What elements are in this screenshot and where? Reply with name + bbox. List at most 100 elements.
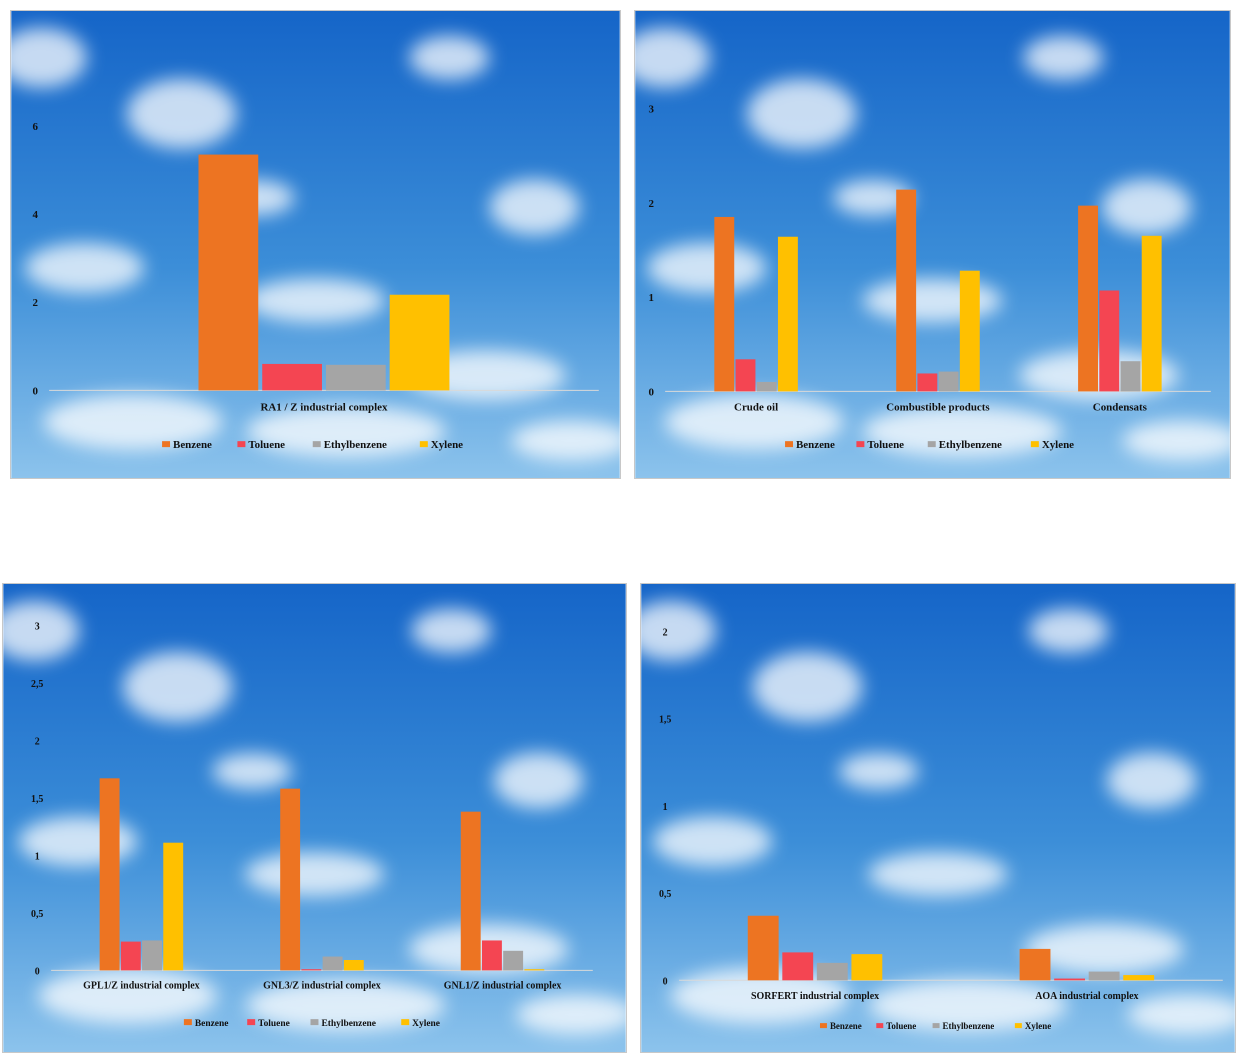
- y-tick-label: 4: [32, 209, 38, 221]
- category-label: Crude oil: [734, 401, 778, 413]
- bar-toluene: [735, 359, 756, 392]
- y-tick-label: 2: [648, 198, 653, 210]
- bar-xylene: [777, 236, 798, 392]
- bar-xylene: [1141, 235, 1162, 392]
- legend-label-benzene: Benzene: [173, 439, 212, 451]
- bar-xylene: [1123, 975, 1155, 981]
- bar-toluene: [917, 373, 938, 392]
- category-label: RA1 / Z industrial complex: [260, 401, 388, 413]
- legend-swatch-toluene: [247, 1019, 256, 1026]
- bar-ethylbenzene: [142, 940, 162, 971]
- legend-label-toluene: Toluene: [248, 439, 285, 451]
- bar-ethylbenzene: [816, 962, 848, 981]
- category-label: GPL1/Z industrial complex: [83, 980, 200, 991]
- y-tick-label: 0,5: [659, 889, 671, 900]
- y-tick-label: 2,5: [31, 679, 43, 690]
- y-tick-label: 0: [648, 386, 654, 398]
- bar-toluene: [481, 940, 502, 971]
- bar-toluene: [120, 941, 141, 971]
- bar-toluene: [782, 952, 814, 981]
- legend-swatch-xylene: [1014, 1023, 1022, 1029]
- legend-swatch-toluene: [237, 441, 246, 448]
- y-tick-label: 3: [35, 621, 40, 632]
- y-tick-label: 2: [35, 736, 40, 747]
- bar-ethylbenzene: [503, 950, 524, 971]
- bar-xylene: [389, 294, 450, 391]
- legend-swatch-benzene: [162, 441, 171, 448]
- category-label: SORFERT industrial complex: [751, 991, 879, 1002]
- legend-label-ethylbenzene: Ethylbenzene: [324, 439, 387, 451]
- bar-benzene: [198, 154, 259, 391]
- cloud-decoration: [641, 600, 1235, 1035]
- y-tick-label: 2: [663, 627, 668, 638]
- bar-benzene: [99, 778, 120, 971]
- legend-label-toluene: Toluene: [886, 1021, 916, 1031]
- category-label: Combustible products: [886, 401, 989, 413]
- bar-benzene: [1019, 948, 1051, 981]
- y-tick-label: 1,5: [31, 794, 43, 805]
- legend-label-toluene: Toluene: [867, 439, 904, 451]
- y-tick-label: 0: [35, 966, 40, 977]
- bar-toluene: [1099, 290, 1120, 392]
- chart-panel-sorfert-aoa: 0 0,5 1 1,5 2 SORFERT industrial complex AOA i…: [640, 583, 1236, 1053]
- legend-swatch-benzene: [183, 1019, 192, 1026]
- category-label: GNL3/Z industrial complex: [263, 980, 381, 991]
- legend-swatch-ethylbenzene: [927, 441, 936, 448]
- legend-swatch-xylene: [401, 1019, 410, 1026]
- bar-ethylbenzene: [756, 381, 777, 392]
- legend-swatch-ethylbenzene: [310, 1019, 319, 1026]
- legend-label-xylene: Xylene: [431, 439, 463, 451]
- y-tick-label: 1: [663, 802, 668, 813]
- bar-benzene: [460, 811, 481, 971]
- bar-xylene: [851, 954, 883, 981]
- y-tick-label: 6: [32, 121, 38, 133]
- legend-swatch-ethylbenzene: [312, 441, 321, 448]
- bar-benzene: [714, 216, 735, 392]
- cloud-decoration: [3, 600, 626, 1035]
- y-tick-label: 1: [648, 292, 653, 304]
- legend-swatch-benzene: [819, 1023, 827, 1029]
- bar-benzene: [1078, 205, 1099, 392]
- bar-ethylbenzene: [938, 371, 959, 392]
- bar-toluene: [1054, 978, 1086, 981]
- y-tick-label: 1,5: [659, 715, 671, 726]
- legend-label-ethylbenzene: Ethylbenzene: [943, 1021, 995, 1031]
- legend-swatch-benzene: [785, 441, 794, 448]
- legend-label-benzene: Benzene: [796, 439, 835, 451]
- bar-xylene: [524, 969, 545, 971]
- y-tick-label: 0,5: [31, 909, 43, 920]
- legend-label-benzene: Benzene: [830, 1021, 862, 1031]
- y-tick-label: 0: [663, 976, 668, 987]
- legend-swatch-toluene: [876, 1023, 884, 1029]
- chart-panel-gpl-gnl: 0 0,5 1 1,5 2 2,5 3 GPL1/Z industrial complex GN…: [2, 583, 627, 1053]
- y-tick-label: 2: [32, 297, 37, 309]
- y-tick-label: 0: [32, 385, 38, 397]
- bar-toluene: [262, 363, 322, 391]
- legend-label-ethylbenzene: Ethylbenzene: [939, 439, 1002, 451]
- category-label: AOA industrial complex: [1035, 991, 1138, 1002]
- category-label: Condensats: [1093, 401, 1147, 413]
- cloud-decoration: [635, 27, 1230, 461]
- legend-label-xylene: Xylene: [1025, 1021, 1051, 1031]
- chart-svg: 0 0,5 1 1,5 2 2,5 3 GPL1/Z industrial complex GN…: [3, 584, 626, 1052]
- legend-label-xylene: Xylene: [412, 1019, 440, 1029]
- bar-ethylbenzene: [322, 956, 343, 971]
- legend-label-xylene: Xylene: [1042, 439, 1074, 451]
- bar-benzene: [280, 788, 301, 971]
- y-tick-label: 3: [648, 104, 654, 116]
- bar-toluene: [301, 969, 322, 971]
- bar-xylene: [163, 842, 184, 971]
- bar-ethylbenzene: [325, 364, 386, 391]
- chart-svg: 0 2 4 6 RA1 / Z industrial complex Benzene Tol…: [11, 11, 620, 478]
- legend-label-toluene: Toluene: [258, 1019, 290, 1029]
- bar-benzene: [747, 915, 779, 981]
- chart-svg: 0 0,5 1 1,5 2 SORFERT industrial complex AOA i…: [641, 584, 1235, 1052]
- bar-xylene: [959, 270, 980, 392]
- legend-label-ethylbenzene: Ethylbenzene: [321, 1019, 376, 1029]
- category-label: GNL1/Z industrial complex: [444, 980, 562, 991]
- legend-label-benzene: Benzene: [195, 1019, 229, 1029]
- y-tick-label: 1: [35, 851, 40, 862]
- legend-swatch-toluene: [856, 441, 865, 448]
- legend-swatch-xylene: [1030, 441, 1039, 448]
- legend-swatch-xylene: [419, 441, 428, 448]
